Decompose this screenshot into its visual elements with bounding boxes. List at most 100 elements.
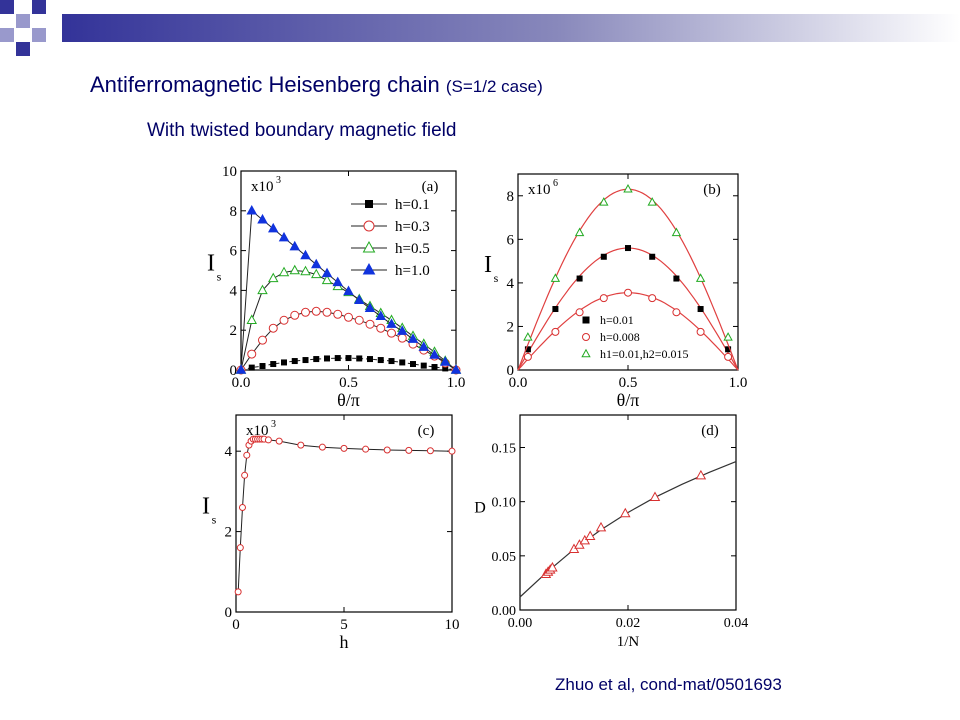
data-point [238,503,246,511]
data-point [600,253,607,260]
data-point [551,327,560,336]
data-point [418,341,429,351]
data-point [575,308,584,317]
x-axis-label: 1/N [617,634,640,650]
data-point [625,245,631,252]
data-point [234,588,242,596]
data-point [420,362,427,369]
panel-label: (d) [701,423,719,439]
y-tick-label: 8 [230,204,238,220]
data-point [523,332,533,341]
x-tick-label: 1.0 [729,375,748,391]
data-point [426,447,434,455]
y-tick-label: 6 [507,232,515,248]
data-point [356,355,363,362]
data-point [340,444,348,452]
data-point [257,284,268,295]
data-point [648,294,657,303]
slide-title-main: Antiferromagnetic Heisenberg chain [90,72,440,97]
legend-entry: h=0.008 [600,330,640,344]
deco-square-4 [0,28,14,42]
legend-marker [582,316,590,324]
data-point [724,352,733,361]
data-point [397,333,407,343]
data-point [399,359,406,366]
legend-marker [362,240,376,253]
data-point [725,346,732,353]
data-point [268,323,278,333]
legend-entry: h=0.3 [395,219,430,235]
data-point [333,309,343,319]
data-point [302,357,309,364]
data-point [388,358,395,365]
data-point [377,357,384,364]
data-point [599,294,608,303]
data-point [248,364,255,371]
data-point [697,306,704,313]
data-point [574,227,585,237]
data-point [623,184,633,193]
x-tick-label: 0 [232,617,240,633]
data-point [673,275,680,282]
legend-marker [362,262,376,275]
x-tick-label: 0.5 [339,375,358,391]
data-point [620,507,631,518]
data-point [235,364,247,374]
data-point [324,355,330,362]
data-point [576,275,583,282]
data-point [354,294,365,305]
data-point [246,204,257,215]
data-point [647,197,657,206]
y-tick-label: 0 [507,363,515,379]
y-tick-label: 2 [225,525,233,541]
data-point [257,213,268,224]
data-point [649,253,656,260]
data-point [365,319,375,329]
y-tick-label: 4 [507,276,515,292]
data-point [550,273,561,282]
y-axis-label: D [474,500,486,517]
deco-square-1 [0,0,14,14]
data-point [313,356,320,363]
data-point [552,306,559,313]
data-point [281,359,287,366]
panel-label: (c) [418,423,435,439]
data-point [247,349,257,359]
legend-entry: h=0.5 [395,241,430,257]
data-point [344,312,353,322]
axis-multiplier-exp: 3 [271,419,276,430]
y-tick-label: 0 [230,363,238,379]
data-point [695,273,706,282]
x-tick-label: 5 [340,617,348,633]
y-tick-label: 10 [222,164,237,180]
panel-label: (b) [703,182,721,198]
data-point [649,491,661,502]
data-point [334,355,341,362]
data-point [275,437,283,445]
panel-d: 0.00 0.02 0.04 0.00 0.05 0.10 0.15 1/N D (d) [474,414,749,650]
data-point [268,222,279,233]
header-decoration [0,0,960,56]
axis-multiplier: x10 [251,179,274,195]
y-axis-label-sub: s [212,513,217,527]
y-tick-label: 6 [230,244,238,260]
data-point [595,521,607,532]
data-point [364,302,376,313]
x-tick-label: 0.5 [619,375,638,391]
data-point [696,327,705,336]
data-point [448,447,456,455]
data-point [387,328,396,338]
x-tick-label: 0.00 [508,616,533,631]
data-point [246,314,257,324]
data-point [236,544,244,552]
data-point [405,446,413,454]
data-point [270,361,277,368]
x-tick-label: 0.02 [616,616,641,631]
panel-label: (a) [422,179,439,195]
data-point [268,272,279,283]
x-tick-label: 0.04 [724,616,749,631]
fit-curve [519,461,737,598]
data-point [450,364,462,374]
y-axis-label: I [207,251,215,277]
